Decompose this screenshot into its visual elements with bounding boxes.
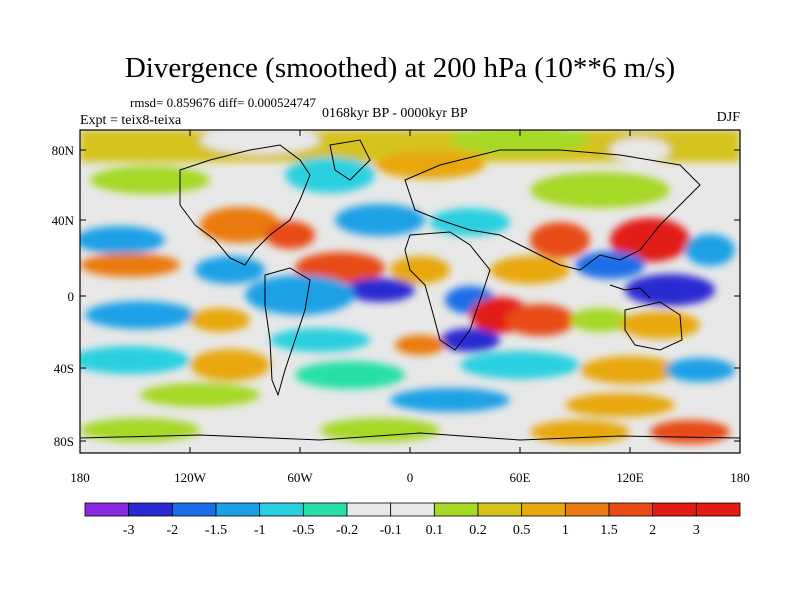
colorbar-label: -2	[166, 523, 178, 538]
lon-label: 0	[407, 470, 414, 485]
season-text: DJF	[716, 110, 740, 125]
latitude-axis: 80N 40N 0 40S 80S	[52, 143, 740, 449]
colorbar-label: 1.5	[600, 523, 618, 538]
lon-label: 60W	[287, 470, 313, 485]
australia-outline	[624, 301, 683, 351]
lon-label: 180	[70, 470, 90, 485]
colorbar-swatch	[564, 502, 610, 517]
lon-label: 120E	[616, 470, 644, 485]
colorbar-label: -0.2	[336, 523, 358, 538]
lon-label: 60E	[510, 470, 531, 485]
colorbar-swatch	[390, 502, 435, 517]
colorbar-label: 1	[562, 523, 569, 538]
longitude-axis: 180 120W 60W 0 60E 120E 180	[70, 130, 750, 485]
colorbar-swatch	[259, 502, 304, 517]
map-title: Divergence (smoothed) at 200 hPa (10**6 …	[124, 52, 676, 84]
colorbar-label: -0.5	[292, 523, 314, 538]
africa-outline	[404, 231, 491, 351]
colorbar-swatch	[695, 502, 741, 517]
colorbar-label: 3	[693, 523, 700, 538]
eurasia-outline	[404, 149, 701, 271]
colorbar-swatch	[128, 502, 173, 517]
lon-label: 120W	[174, 470, 207, 485]
lat-label: 0	[68, 289, 75, 304]
colorbar-swatch	[652, 502, 697, 517]
colorbar: -3 -2 -1.5 -1 -0.5 -0.2 -0.1 0.1 0.2 0.5 1 1.5 2 3	[84, 502, 741, 538]
colorbar-label: 0.5	[513, 523, 531, 538]
colorbar-swatch	[215, 502, 261, 517]
divergence-field	[80, 130, 740, 453]
north-america-outline	[179, 144, 311, 266]
colorbar-swatch	[521, 502, 566, 517]
lat-label: 40N	[52, 213, 75, 228]
colorbar-label: -0.1	[380, 523, 402, 538]
colorbar-swatch	[608, 502, 654, 517]
coastlines	[80, 139, 740, 441]
stats-text: rmsd= 0.859676 diff= 0.000524747	[130, 95, 316, 110]
south-america-outline	[264, 267, 311, 397]
lat-label: 40S	[54, 361, 74, 376]
antarctica-outline	[80, 432, 740, 441]
colorbar-label: 0.1	[426, 523, 444, 538]
experiment-text: Expt = teix8-teixa	[80, 113, 182, 128]
colorbar-swatch	[477, 502, 523, 517]
colorbar-label: 2	[649, 523, 656, 538]
lon-label: 180	[730, 470, 750, 485]
period-text: 0168kyr BP - 0000kyr BP	[322, 106, 468, 121]
colorbar-swatch	[171, 502, 217, 517]
colorbar-label: -1	[254, 523, 266, 538]
colorbar-swatch	[302, 502, 348, 517]
lat-label: 80N	[52, 143, 75, 158]
colorbar-label: -1.5	[205, 523, 227, 538]
lat-label: 80S	[54, 434, 74, 449]
colorbar-swatch	[433, 502, 479, 517]
colorbar-swatch	[84, 502, 130, 517]
colorbar-swatch	[346, 502, 392, 517]
colorbar-label: 0.2	[469, 523, 487, 538]
indonesia-outline	[609, 284, 651, 299]
greenland-outline	[329, 139, 371, 181]
colorbar-label: -3	[123, 523, 135, 538]
